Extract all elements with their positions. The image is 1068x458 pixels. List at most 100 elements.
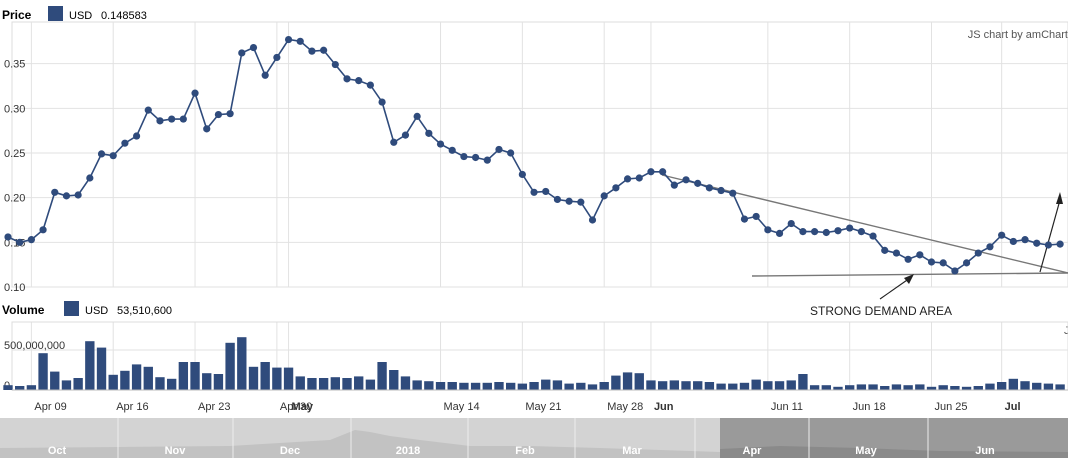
price-point <box>472 153 480 162</box>
price-point <box>97 150 106 158</box>
price-point <box>659 168 667 176</box>
volume-bar <box>225 342 235 390</box>
amcharts-watermark[interactable]: JS chart by amChart <box>968 29 1068 41</box>
price-point <box>1033 239 1041 247</box>
volume-bar <box>447 382 457 390</box>
period-navigator[interactable]: Oct Nov Dec 2018 Feb Mar Apr May Jun <box>0 418 1068 458</box>
price-point <box>892 249 901 257</box>
volume-bar <box>903 385 913 390</box>
volume-bar <box>237 337 247 390</box>
volume-bar <box>622 372 633 390</box>
volume-bar <box>985 383 995 390</box>
price-point <box>1009 237 1017 246</box>
volume-bar <box>190 362 200 390</box>
price-point <box>284 35 293 44</box>
price-line <box>7 38 1061 272</box>
volume-bar <box>470 382 481 390</box>
volume-bar <box>517 383 528 390</box>
price-point <box>588 216 597 224</box>
volume-bar <box>400 376 411 390</box>
date-axis-label: May 14 <box>444 401 480 413</box>
volume-bar <box>774 381 785 390</box>
volume-bar <box>505 382 516 390</box>
price-point <box>378 98 386 106</box>
price-point <box>425 129 433 137</box>
volume-bar <box>739 382 750 390</box>
price-point <box>39 226 47 234</box>
date-axis-label: Jun 18 <box>853 401 886 413</box>
price-point <box>799 228 807 236</box>
price-grid <box>11 21 1068 288</box>
volume-bar <box>283 367 294 390</box>
volume-bar <box>120 370 130 390</box>
volume-bar <box>646 380 656 390</box>
navigator-label: Jun <box>975 445 995 457</box>
volume-bar <box>611 375 621 390</box>
price-point <box>191 89 199 97</box>
volume-bar <box>891 384 902 390</box>
price-point <box>553 195 562 204</box>
price-point <box>27 236 35 244</box>
volume-bar <box>178 362 189 390</box>
price-point <box>401 131 410 139</box>
price-point <box>320 46 328 54</box>
price-point <box>436 140 445 148</box>
volume-bar <box>880 386 890 390</box>
date-axis-label: May 28 <box>607 401 643 413</box>
price-point <box>226 110 234 118</box>
volume-panel-title: Volume <box>2 303 45 317</box>
price-point <box>51 188 59 196</box>
volume-bar <box>482 382 492 390</box>
volume-bar <box>15 386 25 390</box>
volume-bar <box>96 347 107 390</box>
date-axis-label: Apr 09 <box>34 401 66 413</box>
price-point <box>857 228 865 236</box>
price-point <box>355 77 363 85</box>
price-plot-frame <box>11 21 1068 288</box>
breakout-arrow <box>1039 199 1061 273</box>
price-point <box>1044 241 1053 249</box>
price-point <box>670 181 678 189</box>
price-point <box>366 81 374 89</box>
volume-bar <box>833 386 843 390</box>
volume-bar <box>950 386 960 390</box>
price-legend-swatch[interactable] <box>48 6 63 21</box>
volume-bar <box>61 380 72 390</box>
volume-bar <box>669 380 680 390</box>
resistance-trendline <box>661 174 1068 274</box>
price-point <box>729 189 737 197</box>
price-point <box>448 146 456 154</box>
date-axis-label: Jun 25 <box>935 401 968 413</box>
navigator-label: 2018 <box>396 445 420 457</box>
volume-bar <box>657 381 668 390</box>
volume-bar <box>856 384 867 390</box>
volume-bar <box>693 381 703 390</box>
price-point <box>483 156 491 164</box>
price-point <box>951 267 959 275</box>
price-point <box>635 174 643 182</box>
price-point <box>1021 236 1029 244</box>
navigator-label: Nov <box>165 445 187 457</box>
volume-bar <box>716 383 726 390</box>
price-point <box>775 229 784 237</box>
price-y-tick-label: 0.35 <box>4 59 25 71</box>
volume-bar <box>330 377 340 390</box>
volume-bar <box>728 383 738 390</box>
price-point <box>927 258 936 266</box>
price-point <box>542 187 550 196</box>
price-point <box>132 132 141 140</box>
volume-bar <box>576 382 586 390</box>
price-point <box>904 255 912 263</box>
price-point <box>752 212 760 221</box>
price-point <box>390 138 398 146</box>
volume-bar <box>926 386 937 390</box>
volume-bar <box>541 379 551 390</box>
volume-legend-swatch[interactable] <box>64 301 79 316</box>
price-point <box>787 219 795 228</box>
date-axis-label: Apr 23 <box>198 401 230 413</box>
price-point <box>694 179 702 187</box>
volume-bar <box>1055 384 1065 390</box>
price-point <box>647 168 655 176</box>
volume-bar <box>143 366 153 390</box>
